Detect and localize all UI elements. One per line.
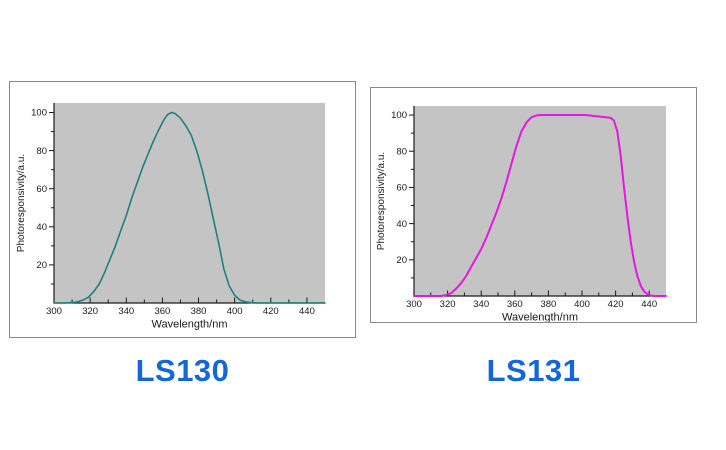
svg-text:40: 40 [396, 219, 407, 230]
chart-panel-ls131: 300 320 340 360 380 400 420 440 20 40 60 80 100 Wavel… [370, 87, 697, 323]
svg-text:300: 300 [406, 299, 422, 310]
svg-text:380: 380 [191, 306, 207, 317]
svg-text:Photoresponsivity/a.u.: Photoresponsivity/a.u. [376, 152, 387, 250]
svg-text:40: 40 [36, 222, 47, 233]
svg-text:340: 340 [473, 299, 489, 310]
caption-ls131: LS131 [486, 353, 581, 388]
svg-text:80: 80 [396, 146, 407, 157]
svg-text:400: 400 [574, 299, 590, 310]
svg-text:80: 80 [36, 146, 47, 157]
svg-text:440: 440 [299, 306, 315, 317]
svg-text:100: 100 [391, 110, 407, 121]
caption-ls130: LS130 [135, 353, 230, 388]
chart-ls131: 300 320 340 360 380 400 420 440 20 40 60 80 100 Wavel… [376, 106, 667, 323]
svg-text:320: 320 [440, 299, 456, 310]
svg-text:Wavelength/nm: Wavelength/nm [151, 319, 227, 331]
svg-text:440: 440 [641, 299, 657, 310]
svg-text:360: 360 [507, 299, 523, 310]
svg-text:60: 60 [36, 184, 47, 195]
svg-text:Wavelength/nm: Wavelength/nm [502, 312, 578, 323]
svg-text:400: 400 [227, 306, 243, 317]
svg-text:Photoresponsivity/a.u.: Photoresponsivity/a.u. [16, 154, 27, 252]
svg-text:20: 20 [396, 255, 407, 266]
svg-text:100: 100 [31, 108, 47, 119]
svg-text:340: 340 [118, 306, 134, 317]
svg-text:300: 300 [46, 306, 62, 317]
svg-text:380: 380 [540, 299, 556, 310]
chart-panel-ls130: 300 320 340 360 380 400 420 440 20 40 60 80 100 Wavel… [9, 81, 356, 338]
svg-text:420: 420 [608, 299, 624, 310]
svg-text:320: 320 [82, 306, 98, 317]
svg-text:420: 420 [263, 306, 279, 317]
chart-ls130: 300 320 340 360 380 400 420 440 20 40 60 80 100 Wavel… [16, 103, 326, 331]
svg-text:360: 360 [154, 306, 170, 317]
svg-text:60: 60 [396, 183, 407, 194]
svg-text:20: 20 [36, 260, 47, 271]
